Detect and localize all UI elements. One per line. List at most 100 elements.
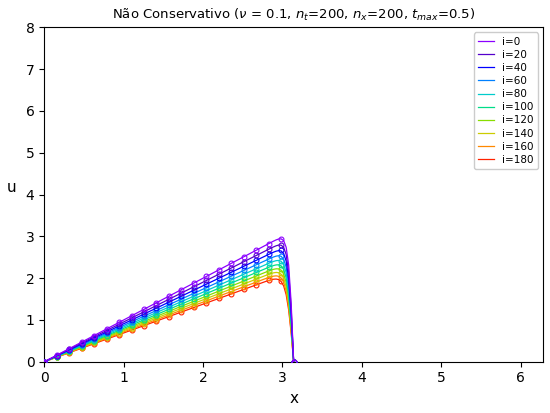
i=60	[61, 350, 68, 355]
i=160	[173, 310, 180, 315]
i=120	[41, 359, 47, 364]
i=40	[518, 370, 524, 375]
i=180	[41, 359, 47, 364]
i=20	[133, 313, 140, 318]
i=120	[61, 351, 68, 356]
i=80	[71, 346, 78, 351]
i=20	[500, 379, 507, 384]
i=0	[278, 236, 284, 241]
i=120	[71, 347, 78, 352]
i=80	[537, 361, 544, 366]
Line: i=180: i=180	[44, 279, 541, 413]
i=20	[537, 361, 544, 366]
X-axis label: x: x	[289, 391, 298, 406]
Line: i=40: i=40	[44, 251, 541, 413]
i=60	[518, 370, 524, 375]
Legend: i=0, i=20, i=40, i=60, i=80, i=100, i=120, i=140, i=160, i=180: i=0, i=20, i=40, i=60, i=80, i=100, i=12…	[474, 33, 538, 169]
i=120	[133, 322, 140, 327]
i=120	[500, 375, 507, 380]
i=160	[41, 359, 47, 364]
i=0	[41, 359, 47, 364]
i=20	[61, 349, 68, 354]
i=160	[518, 368, 524, 373]
i=180	[537, 360, 544, 365]
i=160	[537, 360, 544, 365]
i=60	[173, 299, 180, 304]
Line: i=60: i=60	[44, 256, 541, 413]
i=140	[537, 360, 544, 365]
i=0	[133, 311, 140, 316]
i=20	[71, 344, 78, 349]
i=100	[276, 262, 282, 267]
i=100	[537, 361, 544, 366]
Line: i=80: i=80	[44, 261, 541, 413]
i=0	[500, 380, 507, 385]
i=180	[500, 374, 507, 379]
Line: i=0: i=0	[44, 239, 541, 413]
i=20	[173, 293, 180, 298]
i=40	[61, 350, 68, 355]
i=0	[173, 290, 180, 294]
Line: i=160: i=160	[44, 276, 541, 413]
i=140	[41, 359, 47, 364]
i=140	[71, 348, 78, 353]
i=60	[71, 346, 78, 351]
Y-axis label: u: u	[7, 180, 16, 195]
i=60	[41, 359, 47, 364]
i=40	[173, 296, 180, 301]
Title: Não Conservativo ($\nu$ = 0.1, $n_t$=200, $n_x$=200, $t_{max}$=0.5): Não Conservativo ($\nu$ = 0.1, $n_t$=200…	[112, 7, 475, 23]
i=140	[61, 351, 68, 356]
i=100	[133, 320, 140, 325]
i=80	[500, 377, 507, 382]
i=160	[500, 374, 507, 379]
i=80	[173, 301, 180, 306]
i=100	[518, 369, 524, 374]
i=80	[41, 359, 47, 364]
i=100	[71, 347, 78, 351]
Line: i=100: i=100	[44, 265, 541, 413]
i=140	[273, 270, 279, 275]
Line: i=140: i=140	[44, 273, 541, 413]
i=0	[537, 361, 544, 366]
i=120	[537, 360, 544, 365]
i=80	[276, 258, 282, 263]
i=180	[71, 349, 78, 354]
Line: i=20: i=20	[44, 245, 541, 413]
i=40	[537, 361, 544, 366]
i=40	[500, 378, 507, 383]
Line: i=120: i=120	[44, 269, 541, 413]
i=140	[133, 323, 140, 328]
i=40	[133, 315, 140, 320]
i=120	[518, 368, 524, 373]
i=80	[133, 319, 140, 324]
i=60	[133, 317, 140, 322]
i=140	[500, 375, 507, 380]
i=140	[173, 308, 180, 313]
i=40	[41, 359, 47, 364]
i=100	[61, 351, 68, 356]
i=100	[173, 304, 180, 309]
i=180	[173, 311, 180, 316]
i=0	[71, 344, 78, 349]
i=140	[518, 368, 524, 373]
i=80	[61, 351, 68, 356]
i=0	[518, 371, 524, 376]
i=180	[61, 352, 68, 357]
i=40	[71, 345, 78, 350]
i=160	[71, 348, 78, 353]
i=60	[276, 253, 282, 258]
i=20	[518, 370, 524, 375]
i=160	[273, 273, 279, 278]
i=160	[61, 352, 68, 357]
i=120	[273, 266, 279, 271]
i=80	[518, 369, 524, 374]
i=60	[500, 377, 507, 382]
i=100	[41, 359, 47, 364]
i=60	[537, 361, 544, 366]
i=40	[276, 248, 282, 253]
i=20	[276, 242, 282, 247]
i=120	[173, 306, 180, 311]
i=0	[61, 349, 68, 354]
i=20	[41, 359, 47, 364]
i=100	[500, 376, 507, 381]
